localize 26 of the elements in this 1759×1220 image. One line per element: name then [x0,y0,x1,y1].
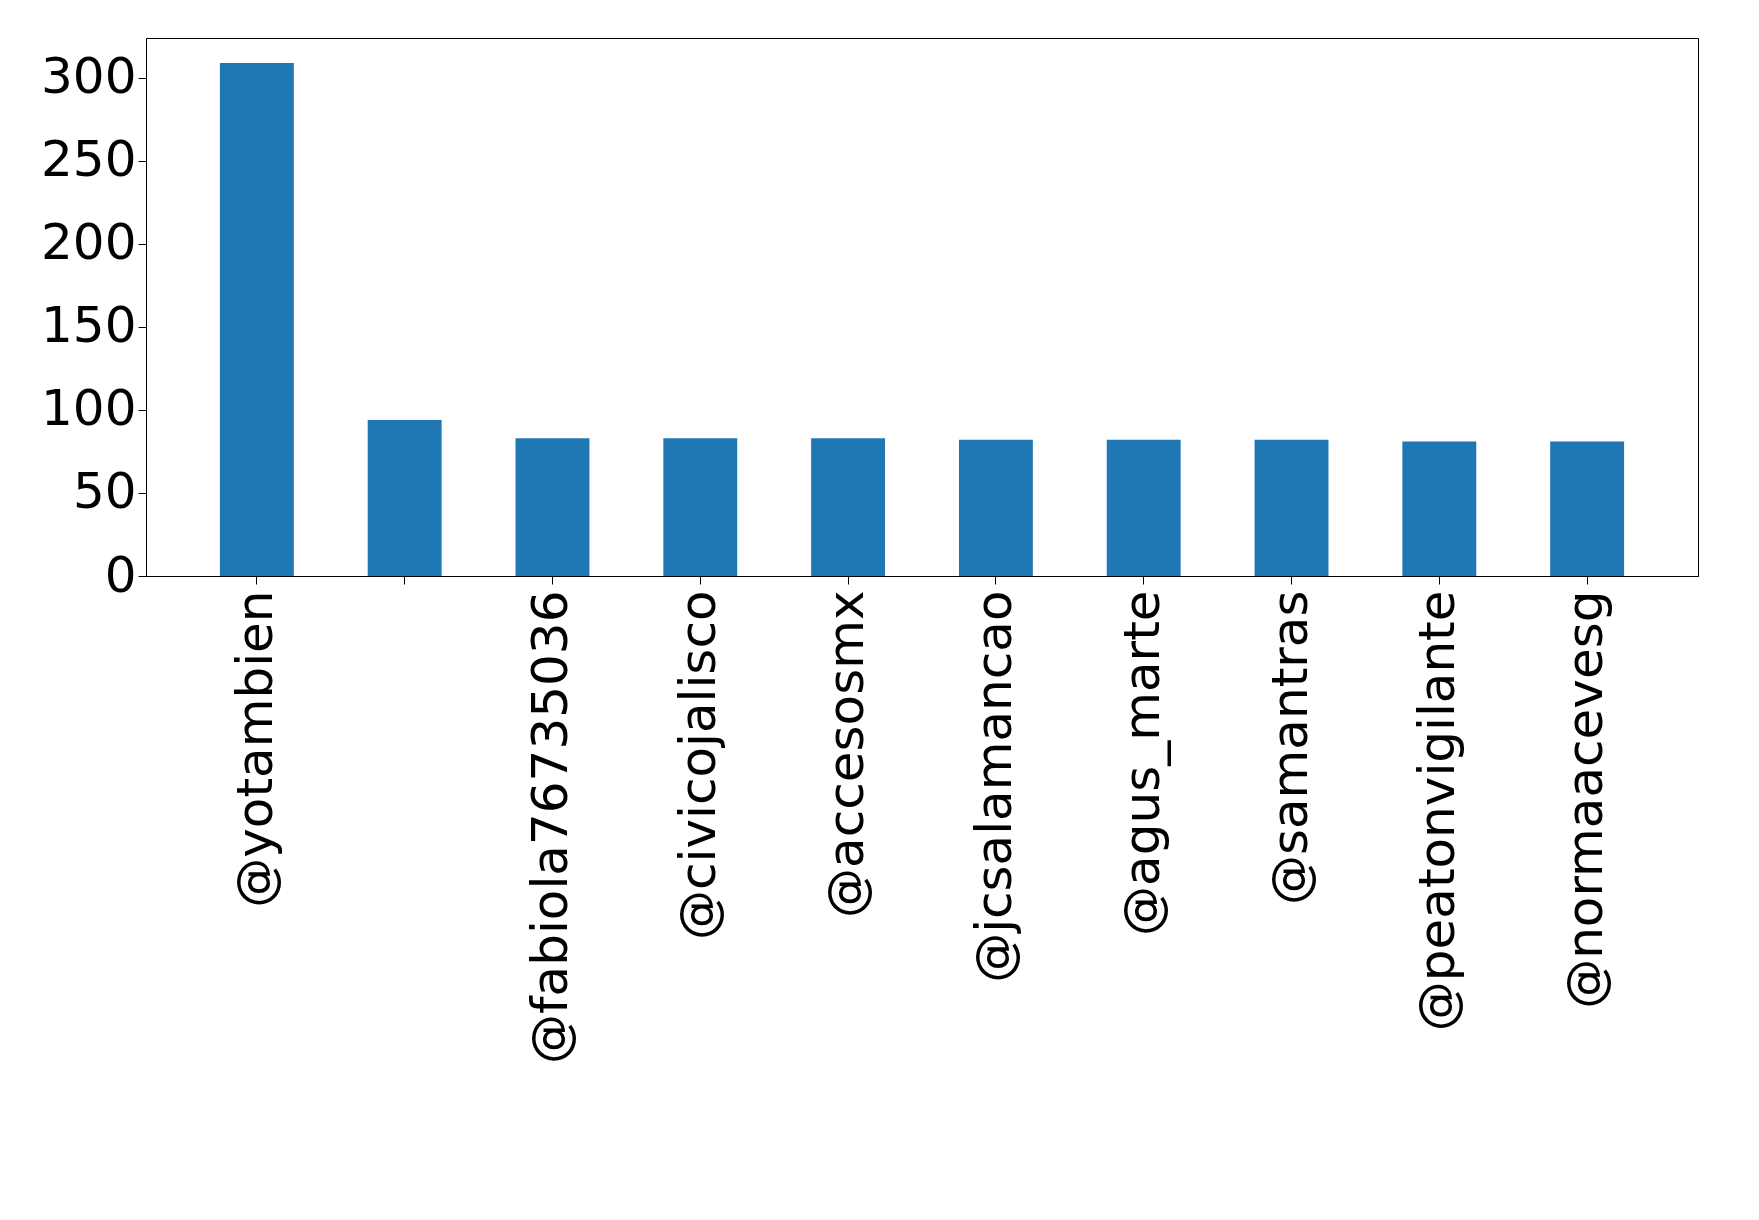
y-tick-label: 150 [41,296,137,355]
bar [1106,439,1181,576]
x-tick-label: @samantras [1260,590,1319,906]
bar [958,439,1033,576]
y-tick-label: 300 [41,47,137,106]
bar [1550,441,1625,576]
x-tick-label: @civicojalisco [669,590,728,940]
y-tick-label: 0 [104,545,137,604]
y-tick-label: 50 [72,462,137,521]
bar [663,438,738,576]
bar [219,62,294,576]
y-tick-label: 250 [41,130,137,189]
bar [811,438,886,576]
x-tick-label: @normaacevesg [1556,590,1615,1009]
x-tick-label: @yotambien [225,590,284,908]
x-tick-label: @fabiola76735036 [521,590,580,1064]
x-tick-label: @jcsalamancao [964,590,1023,983]
x-tick-label: @agus_marte [1112,590,1171,936]
bar [1254,439,1329,576]
bar [1402,441,1477,576]
y-tick-label: 100 [41,379,137,438]
bar [367,419,442,576]
bar [515,438,590,576]
y-tick-label: 200 [41,213,137,272]
x-tick-label: @accesosmx [817,590,876,918]
x-tick-label: @peatonvigilante [1408,590,1467,1032]
